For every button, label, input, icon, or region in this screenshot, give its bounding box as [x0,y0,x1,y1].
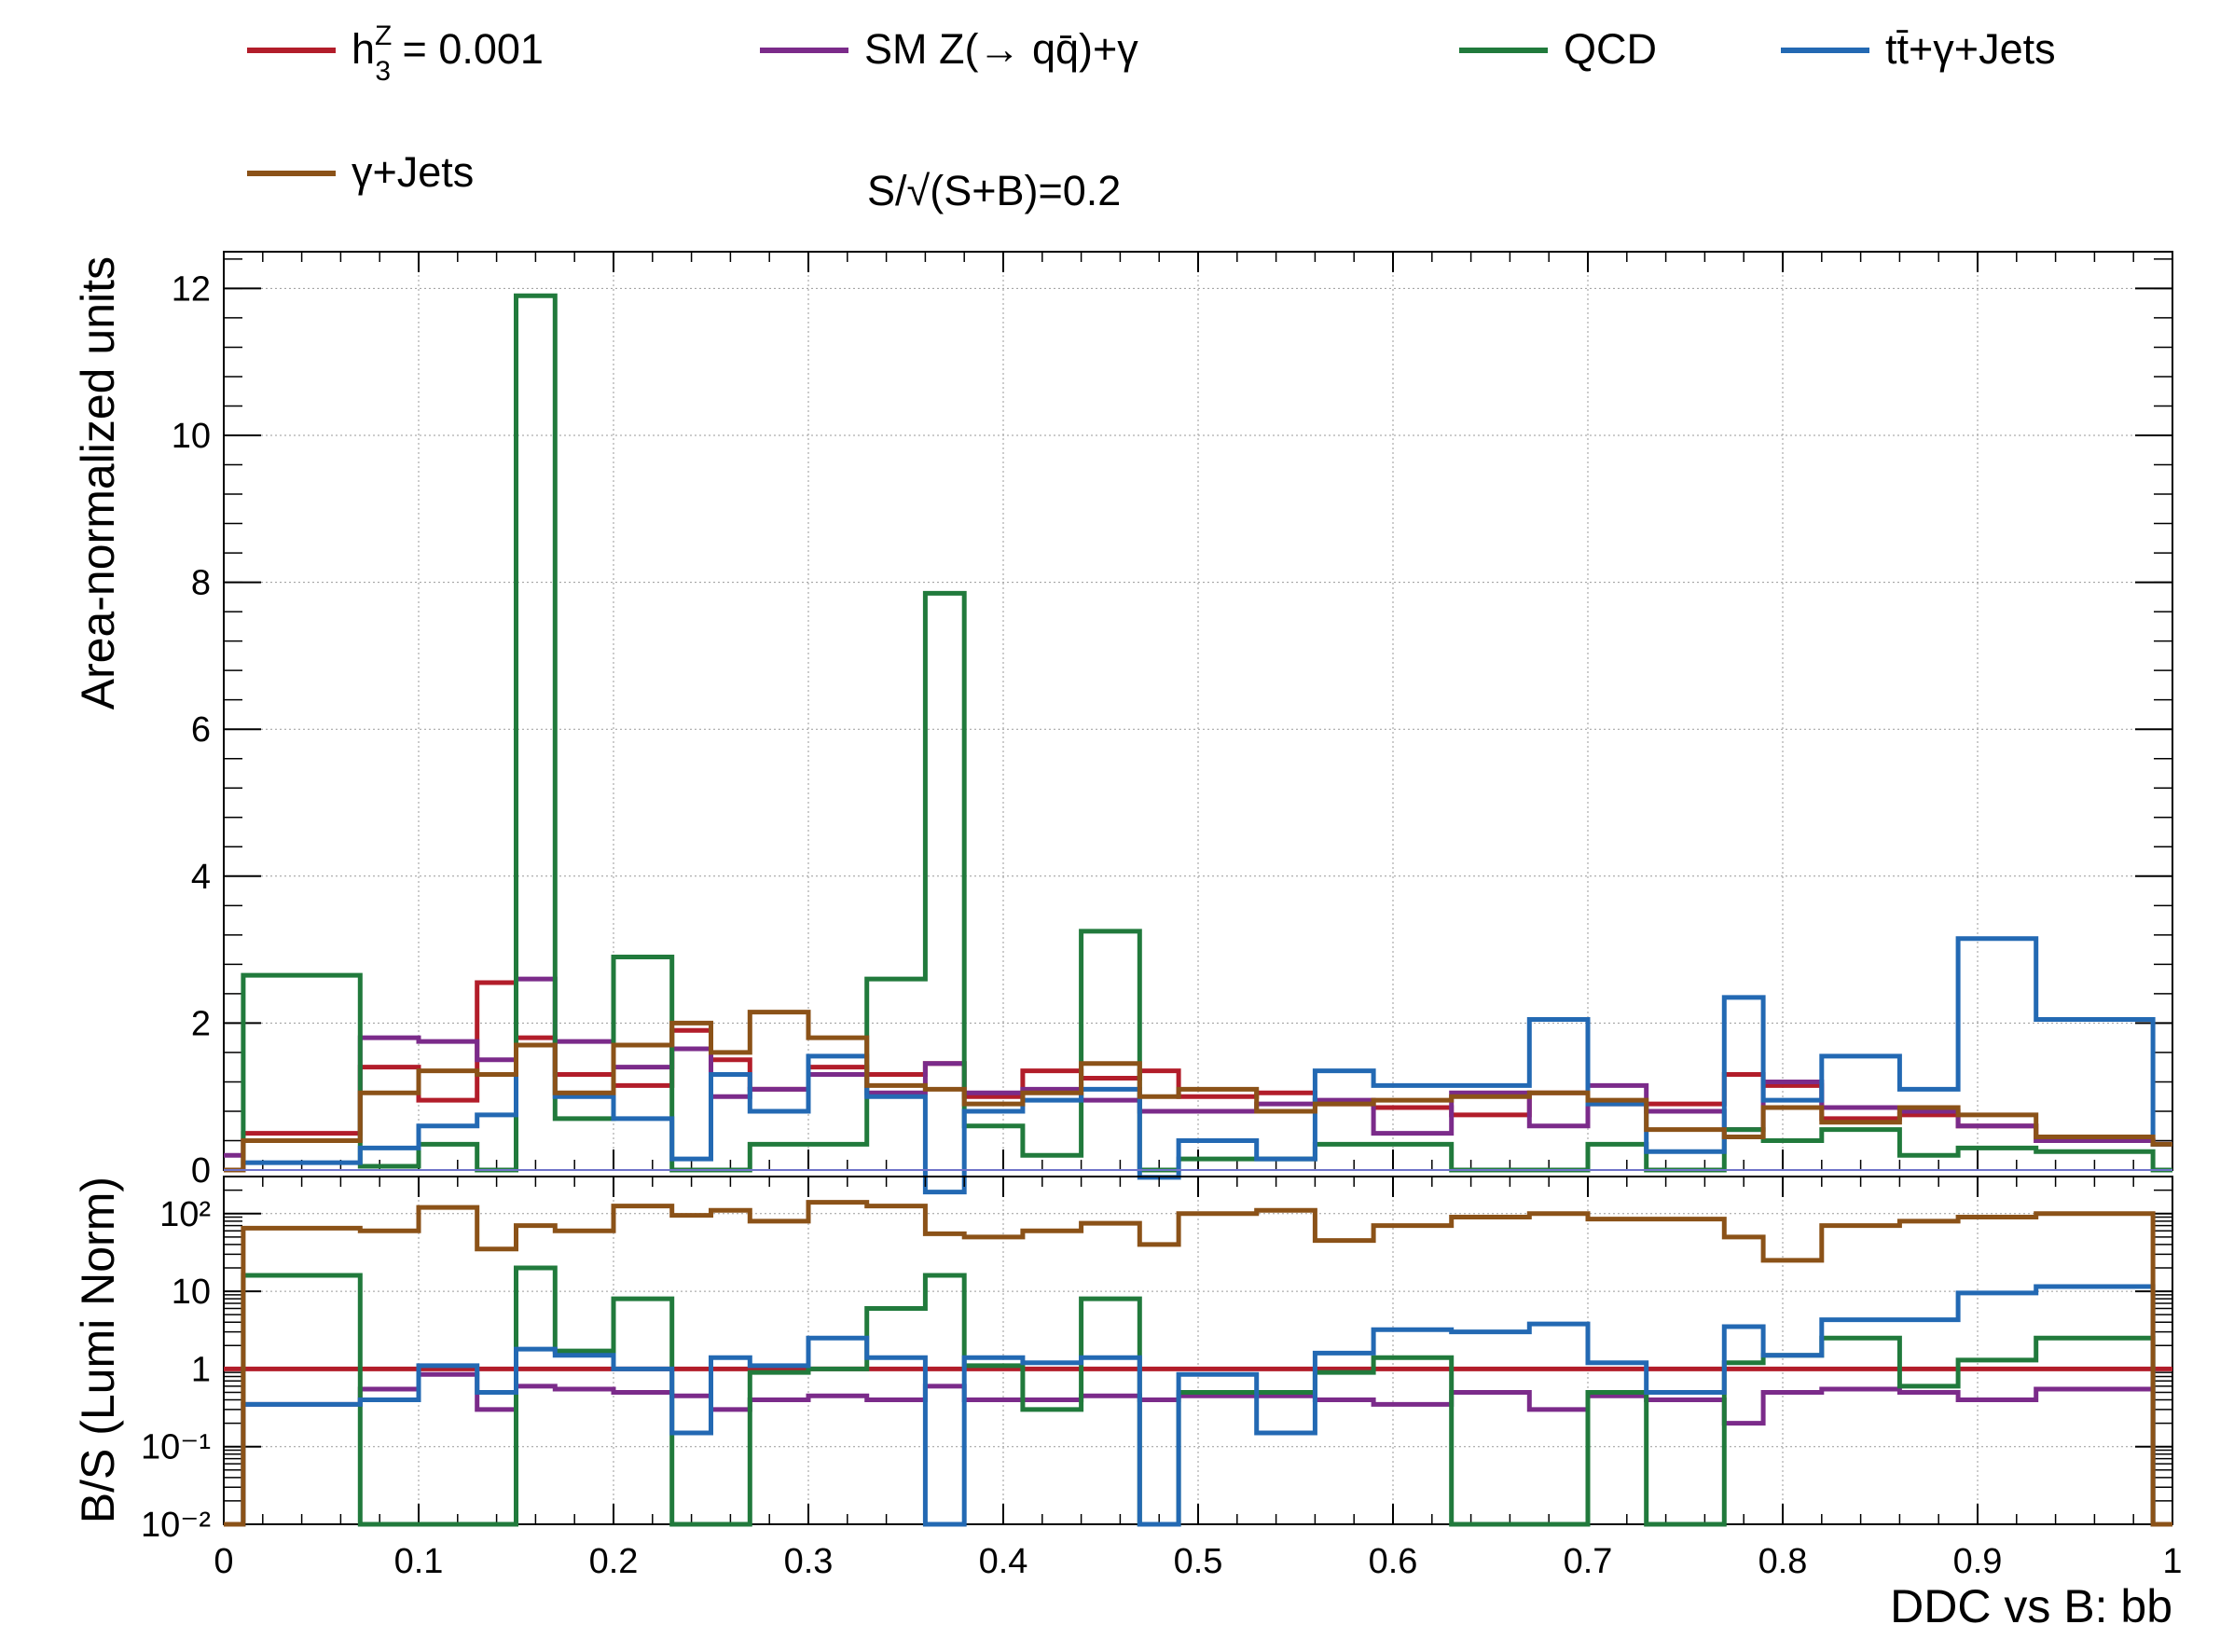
legend: hZ 3 = 0.001 SM Z(→ qq̄)+γ QCD tt̄+γ+Jets γ+J… [247,21,2056,214]
y-tick-label: 12 [172,269,211,309]
significance-annotation: S/√(S+B)=0.2 [867,167,1121,214]
y-tick-label: 4 [191,858,211,897]
x-tick-label: 0.1 [394,1542,444,1581]
y-tick-label: 10 [172,1273,211,1312]
series-line-2 [224,293,2172,1173]
y-tick-label: 10⁻¹ [141,1428,211,1467]
x-tick-label: 0.8 [1758,1542,1808,1581]
x-tick-label: 0.9 [1953,1542,2003,1581]
legend-label-3: tt̄+γ+Jets [1885,25,2056,73]
x-axis-title: DDC vs B: bb [1890,1580,2172,1632]
x-tick-label: 0.3 [784,1542,834,1581]
ratio-plot-panel: 10⁻² 10⁻¹ 1 10 10² 0 0.1 0.2 0.3 0.4 0.5 0.6 0.7 0.8 0… [72,1176,2183,1632]
y-tick-label: 10² [159,1195,211,1234]
series-line-3 [224,1284,2172,1527]
x-tick-label: 0 [214,1542,233,1581]
x-tick-label: 0.4 [979,1542,1028,1581]
legend-label-0: hZ 3 = 0.001 [352,21,544,87]
series-line-4 [224,1010,2172,1173]
y-tick-label: 8 [191,564,211,603]
y-tick-label: 10 [172,417,211,456]
legend-label-2: QCD [1564,25,1657,73]
y-axis-title-top: Area-normalized units [72,256,124,709]
y-axis-title-ratio: B/S (Lumi Norm) [72,1177,124,1523]
x-tick-label: 0.2 [589,1542,639,1581]
y-tick-label: 0 [191,1151,211,1191]
x-tick-label: 0.6 [1369,1542,1418,1581]
y-tick-label: 10⁻² [141,1506,211,1545]
x-tick-label: 0.5 [1174,1542,1223,1581]
y-tick-label: 6 [191,710,211,750]
series-line-4 [224,1200,2172,1527]
x-tick-label: 0.7 [1564,1542,1613,1581]
main-plot-panel: 0 2 4 6 8 10 12 Area-normalized units [72,251,2173,1195]
x-tick-label: 1 [2162,1542,2182,1581]
y-tick-label: 1 [191,1350,211,1389]
series-line-1 [224,1371,2172,1527]
legend-label-4: γ+Jets [352,148,474,196]
y-tick-label: 2 [191,1004,211,1043]
legend-label-1: SM Z(→ qq̄)+γ [864,25,1138,73]
